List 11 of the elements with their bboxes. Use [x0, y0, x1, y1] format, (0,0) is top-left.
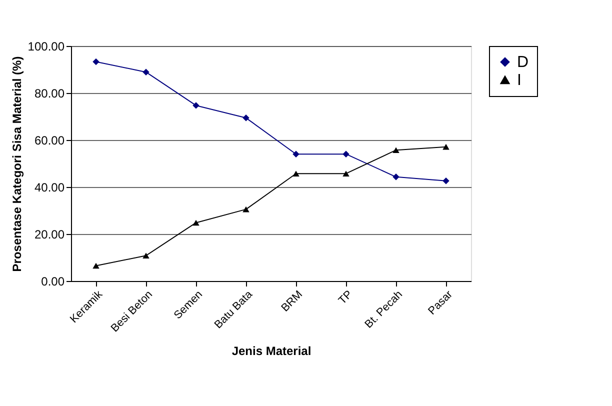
legend-label: I	[517, 72, 522, 89]
y-tick-label: 40.00	[34, 180, 65, 194]
x-tick-label: TP	[336, 288, 355, 307]
y-axis-title: Prosentase Kategori Sisa Material (%)	[10, 56, 24, 272]
y-tick-label: 0.00	[41, 274, 65, 288]
y-tick-label: 20.00	[34, 228, 65, 242]
y-tick-label: 80.00	[34, 86, 65, 100]
x-axis-title: Jenis Material	[232, 344, 312, 358]
legend-label: D	[517, 54, 529, 71]
y-tick-label: 60.00	[34, 134, 65, 148]
y-tick-label: 100.00	[28, 40, 65, 54]
